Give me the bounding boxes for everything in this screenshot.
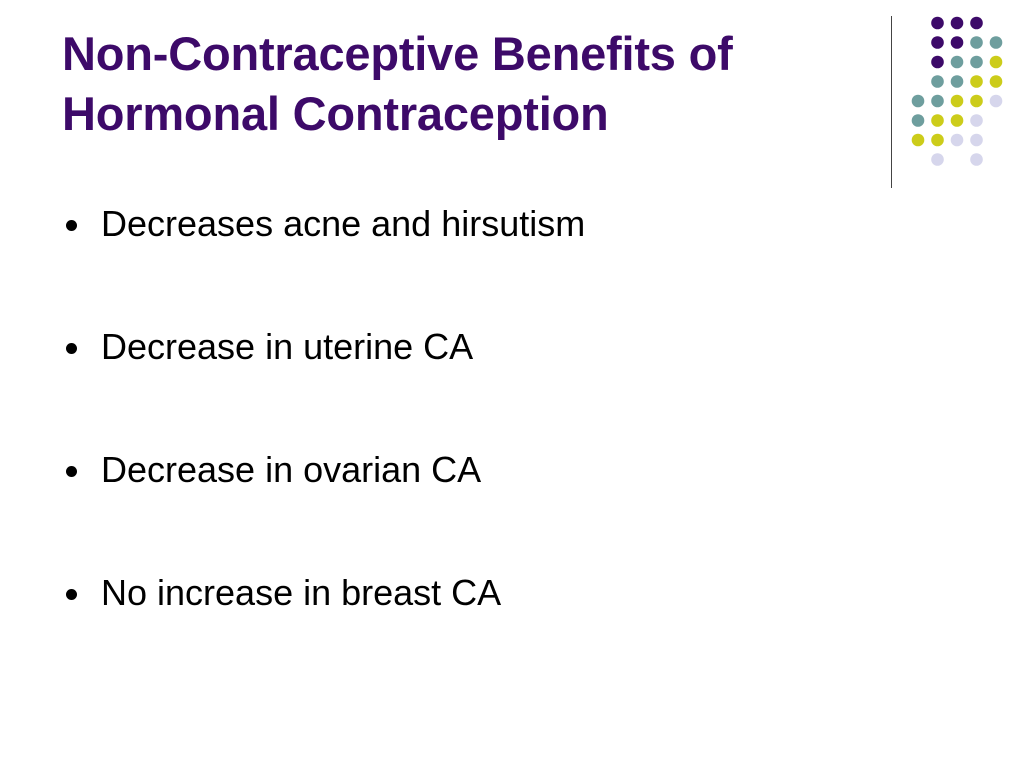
decoration-dot (989, 75, 1003, 88)
decoration-dot (950, 114, 964, 127)
decoration-dot (989, 94, 1003, 108)
dot-grid-decoration (911, 16, 1003, 166)
decoration-dot (950, 94, 964, 108)
bullet-item: Decrease in ovarian CA (62, 443, 862, 566)
decoration-dot (989, 55, 1003, 69)
slide-title-line-2: Hormonal Contraception (62, 87, 609, 140)
decoration-dot (950, 16, 964, 30)
decoration-dot (931, 36, 944, 49)
bullet-list: Decreases acne and hirsutism Decrease in… (62, 197, 862, 689)
vertical-divider (891, 16, 892, 188)
slide-title: Non-Contraceptive Benefits of Hormonal C… (62, 24, 872, 144)
decoration-dot (950, 55, 964, 69)
decoration-dot (911, 94, 925, 108)
decoration-dot (931, 75, 944, 88)
bullet-text: No increase in breast CA (101, 572, 502, 613)
decoration-dot (970, 94, 983, 108)
bullet-item: No increase in breast CA (62, 566, 862, 689)
bullet-item: Decreases acne and hirsutism (62, 197, 862, 320)
bullet-text: Decrease in ovarian CA (101, 449, 482, 490)
decoration-dot (931, 55, 944, 69)
decoration-dot (970, 153, 983, 166)
decoration-dot (970, 133, 983, 147)
decoration-dot (911, 133, 925, 147)
bullet-text: Decrease in uterine CA (101, 326, 474, 367)
decoration-dot (911, 114, 925, 127)
decoration-dot (950, 133, 964, 147)
slide-title-line-1: Non-Contraceptive Benefits of (62, 27, 733, 80)
decoration-dot (950, 75, 964, 88)
decoration-dot (931, 16, 944, 30)
decoration-dot (931, 94, 944, 108)
decoration-dot (970, 16, 983, 30)
bullet-item: Decrease in uterine CA (62, 320, 862, 443)
bullet-dot-icon (66, 466, 77, 477)
decoration-dot (950, 36, 964, 49)
decoration-dot (931, 133, 944, 147)
decoration-dot (989, 36, 1003, 49)
decoration-dot (970, 55, 983, 69)
decoration-dot (970, 114, 983, 127)
decoration-dot (970, 36, 983, 49)
bullet-dot-icon (66, 343, 77, 354)
decoration-dot (931, 114, 944, 127)
bullet-text: Decreases acne and hirsutism (101, 203, 586, 244)
decoration-dot (931, 153, 944, 166)
bullet-dot-icon (66, 220, 77, 231)
decoration-dot (970, 75, 983, 88)
bullet-dot-icon (66, 589, 77, 600)
